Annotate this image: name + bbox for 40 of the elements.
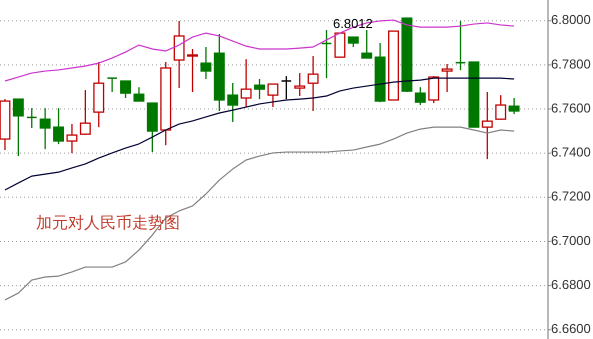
candlestick — [348, 36, 359, 48]
candlestick — [40, 107, 51, 150]
candlestick — [495, 94, 506, 120]
line-series — [4, 19, 515, 82]
candlestick — [308, 55, 319, 112]
candlestick — [53, 107, 64, 145]
y-tick-label: 6.7600 — [551, 100, 591, 116]
candlestick — [414, 86, 426, 106]
y-tick-label: 6.7400 — [551, 144, 591, 160]
y-tick-label: 6.7000 — [551, 232, 591, 248]
candlestick — [320, 29, 332, 79]
candlestick — [80, 89, 91, 135]
candlestick — [26, 107, 38, 129]
candlestick — [133, 86, 144, 102]
y-tick-label: 6.6600 — [551, 321, 591, 336]
y-tick-label: 6.8000 — [551, 12, 591, 28]
candlestick — [66, 123, 78, 154]
candlestick — [428, 75, 440, 104]
candlestick — [187, 48, 198, 93]
y-tick-label: 6.7200 — [551, 188, 591, 204]
candlestick — [294, 72, 306, 97]
candlestick — [442, 63, 453, 93]
candlestick — [508, 97, 520, 115]
candlestick — [200, 46, 212, 80]
candlestick — [280, 75, 292, 100]
candlestick — [254, 78, 266, 100]
line-series — [4, 78, 515, 191]
y-tick-label: 6.7800 — [551, 56, 591, 72]
candlestick — [120, 80, 132, 99]
candlestick — [227, 82, 238, 123]
candlestick — [454, 20, 466, 71]
y-tick-label: 6.6800 — [551, 277, 591, 292]
candlestick — [361, 29, 372, 59]
candlestick — [12, 98, 24, 157]
candlestick — [240, 58, 252, 108]
candlestick — [106, 77, 118, 93]
candlestick — [267, 83, 278, 108]
line-series — [4, 126, 515, 301]
annotation: 6.8012 — [333, 16, 373, 31]
candlestick — [482, 91, 493, 160]
